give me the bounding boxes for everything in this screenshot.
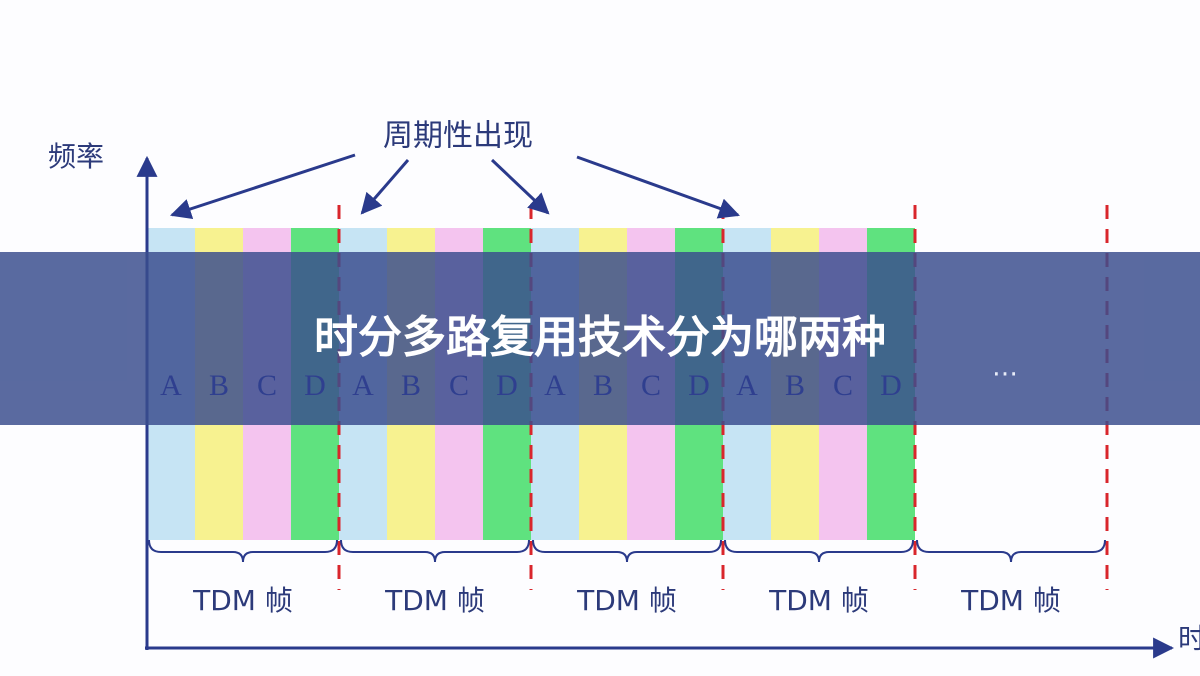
frame-label: TDM 帧	[192, 584, 293, 617]
frame-label: TDM 帧	[960, 584, 1061, 617]
slot-letter: C	[833, 369, 853, 402]
slot-letter: C	[257, 369, 277, 402]
slot-letter: A	[736, 369, 758, 402]
arrows	[170, 153, 740, 220]
brace	[148, 539, 338, 563]
x-axis-label: 时	[1178, 622, 1200, 655]
annotation: 周期性出现	[383, 119, 533, 154]
banner-title: 时分多路复用技术分为哪两种	[314, 312, 886, 363]
slot-letter: D	[496, 369, 518, 402]
slot-letter: D	[880, 369, 902, 402]
slot-letter: B	[209, 369, 229, 402]
y-axis-label: 频率	[48, 140, 104, 173]
frame-label: TDM 帧	[768, 584, 869, 617]
slot-letter: C	[449, 369, 469, 402]
frame-label: TDM 帧	[384, 584, 485, 617]
slot-letter: A	[160, 369, 182, 402]
slot-letter: D	[304, 369, 326, 402]
slot-letter: A	[352, 369, 374, 402]
arrow	[576, 155, 740, 219]
slot-letter: D	[688, 369, 710, 402]
frame-labels: TDM 帧 TDM 帧 TDM 帧 TDM 帧 TDM 帧	[192, 584, 1061, 617]
arrow	[360, 159, 410, 215]
banner	[0, 252, 1200, 425]
slot-letter: A	[544, 369, 566, 402]
brace	[532, 539, 722, 563]
arrow	[490, 158, 550, 215]
arrow	[170, 153, 356, 220]
frame-label: TDM 帧	[576, 584, 677, 617]
slot-letter: B	[401, 369, 421, 402]
slot-letter: B	[593, 369, 613, 402]
slot-letter: C	[641, 369, 661, 402]
ellipsis: …	[992, 353, 1018, 383]
brace	[724, 539, 914, 563]
brace	[340, 539, 530, 563]
slot-letter: B	[785, 369, 805, 402]
brace	[916, 539, 1106, 563]
